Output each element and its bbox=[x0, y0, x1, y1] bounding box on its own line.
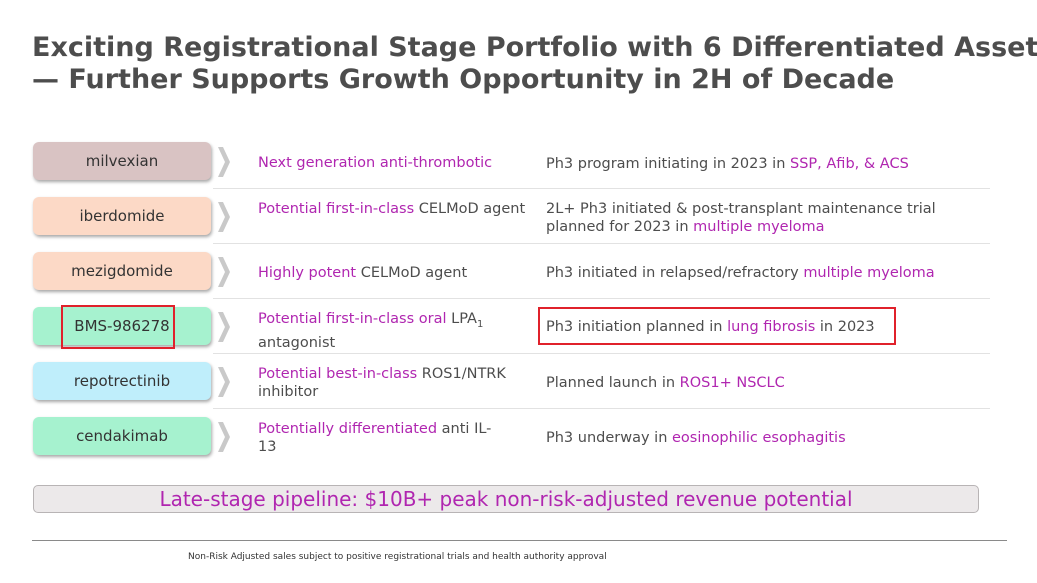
chevron-right-icon bbox=[218, 367, 230, 397]
asset-status: Ph3 program initiating in 2023 in SSP, A… bbox=[546, 155, 976, 173]
chevron-right-icon bbox=[218, 312, 230, 342]
table-row: mezigdomide Highly potent CELMoD agent P… bbox=[0, 244, 1037, 299]
row-divider bbox=[213, 353, 990, 354]
description-text: CELMoD agent bbox=[414, 201, 526, 217]
status-text: 2L+ Ph3 initiated & post-transplant main… bbox=[546, 201, 936, 235]
chevron-right-icon bbox=[218, 422, 230, 452]
asset-status: 2L+ Ph3 initiated & post-transplant main… bbox=[546, 200, 966, 236]
row-divider bbox=[213, 298, 990, 299]
asset-pill: iberdomide bbox=[33, 197, 211, 235]
asset-pill: milvexian bbox=[33, 142, 211, 180]
highlight-box bbox=[538, 307, 896, 345]
asset-description: Potential best-in-class ROS1/NTRK inhibi… bbox=[258, 365, 518, 401]
chevron-right-icon bbox=[218, 147, 230, 177]
asset-pill: repotrectinib bbox=[33, 362, 211, 400]
status-highlight: multiple myeloma bbox=[693, 219, 825, 235]
status-highlight: SSP, Afib, & ACS bbox=[790, 156, 909, 172]
page-title: Exciting Registrational Stage Portfolio … bbox=[32, 32, 1037, 96]
row-divider bbox=[213, 243, 990, 244]
table-row: repotrectinib Potential best-in-class RO… bbox=[0, 354, 1037, 409]
status-text: Ph3 initiation planned in bbox=[546, 319, 728, 335]
status-highlight: lung fibrosis bbox=[727, 319, 816, 335]
description-text: ROS1/NTRK inhibitor bbox=[258, 366, 506, 400]
asset-pill: cendakimab bbox=[33, 417, 211, 455]
status-text: Ph3 program initiating in 2023 in bbox=[546, 156, 791, 172]
asset-pill: mezigdomide bbox=[33, 252, 211, 290]
description-highlight: Potentially differentiated bbox=[258, 421, 438, 437]
status-highlight: eosinophilic esophagitis bbox=[672, 430, 846, 446]
footnote: Non-Risk Adjusted sales subject to posit… bbox=[188, 552, 607, 562]
chevron-right-icon bbox=[218, 257, 230, 287]
asset-description: Potential first-in-class oral LPA1 antag… bbox=[258, 310, 518, 352]
status-highlight: multiple myeloma bbox=[803, 265, 935, 281]
table-row: milvexian Next generation anti-thromboti… bbox=[0, 134, 1037, 189]
description-text: LPA bbox=[446, 311, 477, 327]
chevron-right-icon bbox=[218, 202, 230, 232]
table-row: iberdomide Potential first-in-class CELM… bbox=[0, 189, 1037, 244]
highlight-box bbox=[61, 305, 175, 349]
asset-description: Next generation anti-thrombotic bbox=[258, 154, 518, 172]
asset-status: Ph3 underway in eosinophilic esophagitis bbox=[546, 429, 976, 447]
description-highlight: Potential first-in-class bbox=[258, 201, 415, 217]
description-text: anti IL-13 bbox=[258, 421, 492, 455]
row-divider bbox=[213, 408, 990, 409]
row-divider bbox=[213, 188, 990, 189]
description-text-tail: antagonist bbox=[258, 334, 336, 351]
asset-status: Planned launch in ROS1+ NSCLC bbox=[546, 374, 976, 392]
description-subscript: 1 bbox=[476, 318, 484, 330]
footer-divider bbox=[32, 540, 1007, 541]
status-highlight: ROS1+ NSCLC bbox=[679, 375, 785, 391]
title-line-2: — Further Supports Growth Opportunity in… bbox=[32, 64, 895, 95]
status-text: Ph3 initiated in relapsed/refractory bbox=[546, 265, 804, 281]
status-text: Planned launch in bbox=[546, 375, 680, 391]
pipeline-banner: Late-stage pipeline: $10B+ peak non-risk… bbox=[33, 485, 979, 513]
asset-description: Potentially differentiated anti IL-13 bbox=[258, 420, 493, 456]
status-text: Ph3 underway in bbox=[546, 430, 672, 446]
description-text: CELMoD agent bbox=[356, 265, 468, 281]
table-row: cendakimab Potentially differentiated an… bbox=[0, 409, 1037, 464]
table-row: BMS-986278 Potential first-in-class oral… bbox=[0, 299, 1037, 354]
title-line-1: Exciting Registrational Stage Portfolio … bbox=[32, 32, 1037, 63]
asset-status: Ph3 initiated in relapsed/refractory mul… bbox=[546, 264, 976, 282]
description-highlight: Potential first-in-class oral bbox=[258, 311, 447, 327]
description-highlight: Potential best-in-class bbox=[258, 366, 418, 382]
description-highlight: Next generation anti-thrombotic bbox=[258, 155, 493, 171]
status-text-post: in 2023 bbox=[815, 319, 875, 335]
asset-status: Ph3 initiation planned in lung fibrosis … bbox=[546, 318, 976, 336]
asset-description: Highly potent CELMoD agent bbox=[258, 264, 518, 282]
description-highlight: Highly potent bbox=[258, 265, 357, 281]
asset-description: Potential first-in-class CELMoD agent bbox=[258, 200, 528, 218]
